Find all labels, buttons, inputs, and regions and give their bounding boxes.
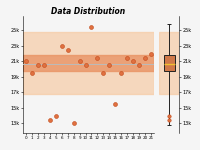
- Point: [120, 72, 123, 74]
- Point: [126, 56, 129, 59]
- Point: [72, 122, 75, 125]
- Point: [149, 52, 153, 55]
- Point: [143, 56, 147, 59]
- Point: [30, 72, 34, 74]
- Bar: [23, 32, 154, 94]
- Bar: [164, 55, 174, 71]
- Point: [114, 103, 117, 105]
- Point: [66, 49, 69, 51]
- Point: [90, 25, 93, 28]
- Point: [36, 64, 39, 67]
- Bar: [159, 32, 179, 94]
- Point: [60, 45, 63, 47]
- Point: [84, 64, 87, 67]
- Bar: [23, 55, 154, 71]
- Point: [24, 60, 28, 63]
- Point: [54, 114, 57, 117]
- Point: [78, 60, 81, 63]
- Point: [167, 114, 171, 117]
- Point: [132, 60, 135, 63]
- Point: [167, 118, 171, 121]
- Point: [42, 64, 45, 67]
- Point: [96, 56, 99, 59]
- Point: [48, 118, 51, 121]
- Point: [138, 64, 141, 67]
- Title: Data Distribution: Data Distribution: [51, 7, 126, 16]
- Point: [102, 72, 105, 74]
- Point: [108, 64, 111, 67]
